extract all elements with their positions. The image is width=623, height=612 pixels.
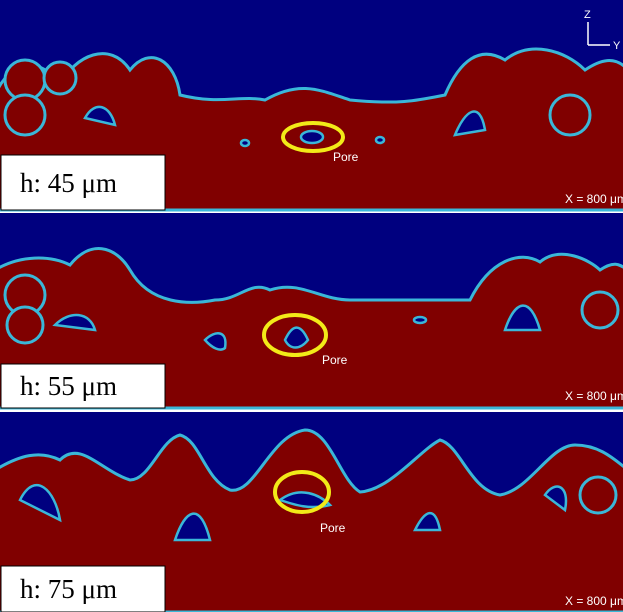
height-label: h: 75 μm	[20, 574, 117, 604]
particle	[7, 307, 43, 343]
height-label: h: 55 μm	[20, 371, 117, 401]
particle	[582, 292, 618, 328]
height-label: h: 45 μm	[20, 168, 117, 198]
void	[241, 140, 249, 146]
pore-label: Pore	[322, 353, 348, 367]
axis-label-y: Y	[613, 40, 621, 52]
figure: Pore X = 800 μm Z Y h: 45 μm Pore X = 80…	[0, 0, 623, 612]
scale-label: X = 800 μm	[565, 389, 623, 403]
pore-label: Pore	[320, 521, 346, 535]
scale-label: X = 800 μm	[565, 192, 623, 206]
particle	[5, 95, 45, 135]
particle	[550, 95, 590, 135]
particle	[580, 477, 616, 513]
panel: Pore X = 800 μm h: 55 μm	[0, 213, 623, 408]
void	[301, 131, 323, 143]
void	[376, 137, 384, 143]
pore-label: Pore	[333, 150, 359, 164]
scale-label: X = 800 μm	[565, 594, 623, 608]
panel: Pore X = 800 μm Z Y h: 45 μm	[0, 0, 623, 210]
particle	[44, 62, 76, 94]
axis-label-z: Z	[584, 9, 591, 21]
panel: Pore X = 800 μm h: 75 μm	[0, 412, 623, 612]
void	[414, 317, 426, 323]
